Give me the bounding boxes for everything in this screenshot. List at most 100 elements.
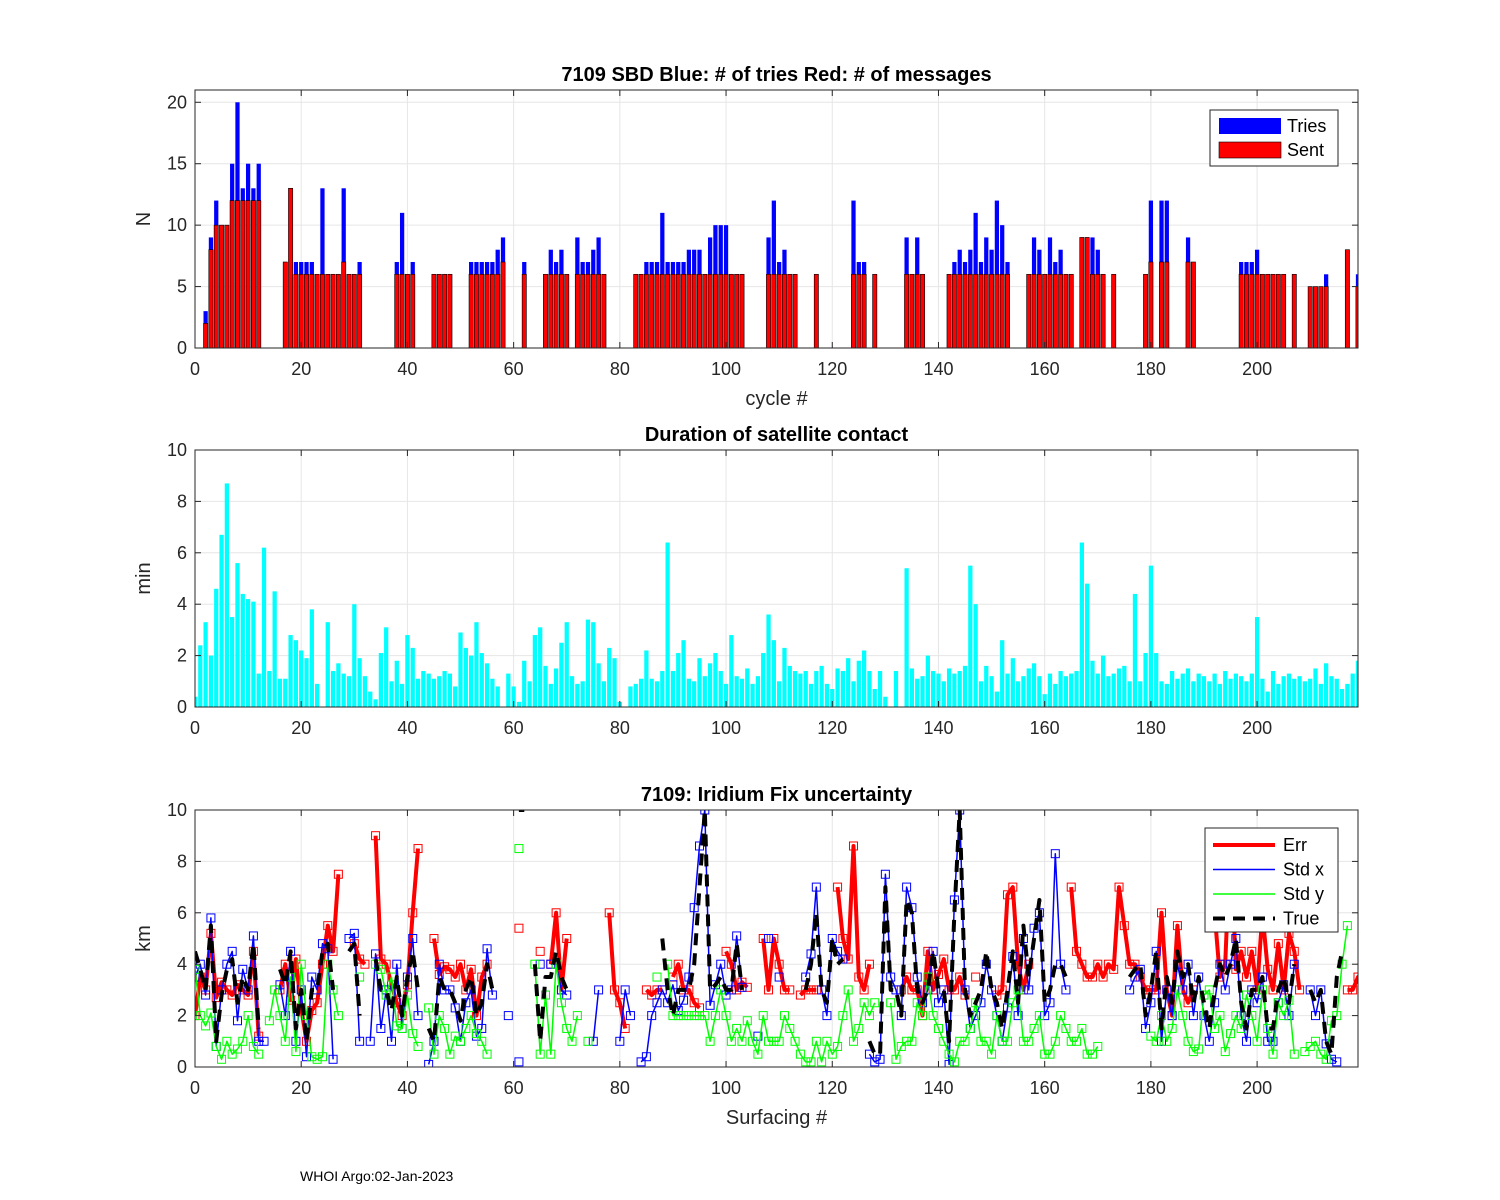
tick-label-y: 0 [177, 697, 187, 717]
bar-duration [1313, 668, 1318, 707]
tick-label-x: 160 [1030, 1078, 1060, 1098]
axes-box [194, 449, 1359, 708]
marker-err [551, 908, 561, 918]
marker-err [450, 972, 460, 982]
marker-err [854, 972, 864, 982]
bar-sent [351, 273, 357, 348]
marker-std-x [753, 1031, 763, 1041]
marker-std-x [716, 959, 726, 969]
tick-label-x: 200 [1242, 718, 1272, 738]
bar-duration [1122, 665, 1127, 707]
bar-duration [989, 676, 994, 707]
bar-duration [1239, 676, 1244, 707]
marker-err [689, 998, 699, 1008]
bar-duration [1292, 678, 1297, 707]
bar-sent [1377, 287, 1381, 348]
bar-duration [1233, 673, 1238, 707]
bar-duration [474, 622, 479, 707]
bar-sent [219, 224, 224, 348]
y-axis-label: km [133, 925, 155, 952]
marker-std-y [317, 1052, 327, 1062]
bar-duration [1436, 653, 1440, 707]
marker-std-y [1342, 921, 1352, 931]
bar-duration [686, 678, 692, 707]
legend-label: Sent [1287, 140, 1324, 160]
bar-tries [1361, 250, 1365, 348]
bar-duration [352, 604, 357, 707]
bar-duration [538, 627, 543, 707]
marker-err [445, 964, 455, 974]
bar-duration [670, 671, 676, 707]
marker-std-x [864, 1049, 874, 1059]
bar-sent [250, 200, 256, 348]
bar-duration [394, 660, 399, 707]
bar-sent [521, 273, 527, 348]
marker-err [1353, 972, 1358, 982]
marker-std-y [710, 1011, 720, 1021]
marker-std-y [764, 1036, 774, 1046]
marker-err [997, 985, 1007, 995]
bar-duration [527, 681, 532, 707]
marker-err [381, 959, 391, 969]
marker-std-x [503, 1011, 513, 1021]
marker-std-x [376, 1023, 386, 1033]
bar-duration [761, 653, 766, 707]
bar-tries [320, 188, 325, 348]
marker-err [466, 964, 476, 974]
marker-err [1109, 964, 1119, 974]
bar-sent [564, 273, 570, 348]
marker-std-x [280, 1011, 290, 1021]
bar-duration [378, 653, 383, 707]
marker-std-y [195, 964, 200, 974]
bar-duration [846, 658, 851, 707]
marker-std-y [440, 1023, 450, 1033]
bar-sent [697, 273, 702, 348]
bar-duration [1207, 681, 1212, 707]
marks [195, 810, 1378, 1067]
marker-std-y [1082, 1049, 1092, 1059]
bar-sent [983, 273, 989, 348]
bar-duration [915, 678, 920, 707]
marker-err [1370, 914, 1378, 922]
marker-std-y [705, 1036, 715, 1046]
bar-tries [1382, 274, 1386, 348]
marker-std-y [684, 1011, 694, 1021]
bar-duration [208, 655, 214, 707]
marker-std-y [1072, 1036, 1082, 1046]
bar-sent [399, 273, 405, 348]
bar-sent [256, 200, 262, 348]
bar-sent [1100, 273, 1106, 348]
bar-duration [1154, 653, 1159, 707]
tick-label-y: 20 [167, 92, 187, 112]
bar-duration [1420, 666, 1424, 707]
bar-sent [235, 200, 240, 348]
marker-err [291, 954, 301, 964]
tick-label-x: 180 [1136, 1078, 1166, 1098]
marker-err [1077, 959, 1087, 969]
bar-sent [229, 200, 235, 348]
bar-duration [1414, 692, 1418, 707]
marker-std-y [583, 1036, 593, 1046]
marker-std-y [891, 1054, 901, 1064]
bar-duration [559, 642, 564, 707]
marker-err [673, 959, 683, 969]
bar-duration [304, 658, 309, 707]
bar-duration [1212, 673, 1217, 707]
bar-duration [654, 681, 660, 707]
legend-label: Std y [1283, 884, 1324, 904]
tick-label-x: 60 [504, 359, 524, 379]
tick-label-x: 0 [190, 718, 200, 738]
bar-duration [1074, 671, 1079, 707]
bar-duration [766, 614, 771, 707]
marker-std-y [748, 1036, 758, 1046]
bar-sent [574, 273, 580, 348]
marker-std-y [1188, 1047, 1198, 1057]
tick-label-y: 0 [177, 338, 187, 358]
bar-sent [1307, 286, 1313, 348]
bar-duration [978, 681, 984, 707]
bar-duration [1339, 689, 1345, 707]
bar-duration [596, 663, 601, 707]
bar-duration [692, 681, 697, 707]
marker-std-y [1210, 1023, 1220, 1033]
marker-std-y [482, 1049, 492, 1059]
